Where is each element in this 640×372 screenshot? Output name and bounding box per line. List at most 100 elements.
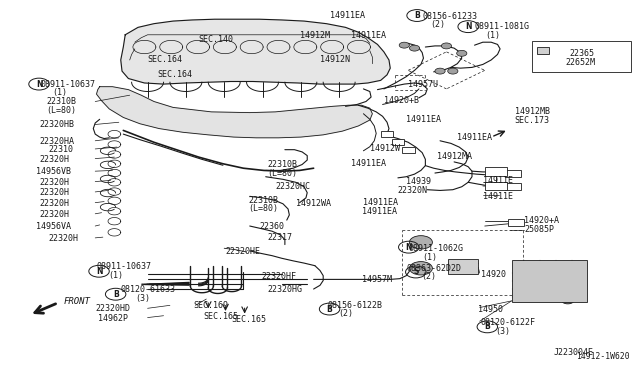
Text: 14912WA: 14912WA: [296, 199, 331, 208]
Bar: [381, 131, 394, 137]
Text: (2): (2): [338, 310, 353, 318]
Bar: [532, 41, 631, 72]
Text: B: B: [326, 305, 332, 314]
Text: 22320H: 22320H: [39, 155, 69, 164]
Text: (3): (3): [495, 327, 511, 336]
Text: 22360: 22360: [259, 222, 284, 231]
Text: (1): (1): [422, 253, 437, 262]
Circle shape: [410, 45, 420, 51]
Bar: [505, 183, 521, 190]
Text: 22310B: 22310B: [248, 196, 278, 205]
Text: 14957M: 14957M: [362, 275, 392, 284]
Text: SEC.164: SEC.164: [157, 70, 192, 79]
Text: (1): (1): [108, 271, 123, 280]
Text: 22320H: 22320H: [39, 188, 69, 197]
Circle shape: [457, 50, 467, 56]
Text: 22320H: 22320H: [49, 234, 79, 243]
Text: 14911EA: 14911EA: [362, 208, 397, 217]
Bar: [484, 167, 507, 176]
Text: (2): (2): [430, 20, 445, 29]
Text: 08911-10637: 08911-10637: [41, 80, 96, 89]
Circle shape: [399, 42, 410, 48]
Text: 14950: 14950: [478, 305, 504, 314]
Text: 22320H: 22320H: [39, 199, 69, 208]
Text: SEC.165: SEC.165: [232, 315, 267, 324]
Text: 08911-10637: 08911-10637: [97, 262, 152, 271]
Text: 08120-6122F: 08120-6122F: [481, 318, 536, 327]
Text: (L=80): (L=80): [47, 106, 77, 115]
Text: 08156-6122B: 08156-6122B: [328, 301, 383, 310]
Text: B: B: [414, 11, 420, 20]
Text: 14911E: 14911E: [483, 176, 513, 185]
Bar: [505, 170, 521, 177]
Polygon shape: [97, 87, 372, 138]
Text: FRONT: FRONT: [63, 297, 90, 306]
Text: 22310B: 22310B: [268, 160, 298, 169]
Bar: [448, 259, 478, 274]
Text: 14911EA: 14911EA: [406, 115, 441, 124]
Text: 14912M: 14912M: [300, 31, 330, 41]
Text: 08120-61633: 08120-61633: [121, 285, 176, 294]
Text: 22320HD: 22320HD: [95, 304, 130, 313]
Text: 14920+A: 14920+A: [524, 216, 559, 225]
Text: 22320HE: 22320HE: [225, 247, 260, 256]
Circle shape: [410, 262, 433, 275]
Circle shape: [561, 296, 574, 304]
Text: 14920+B: 14920+B: [384, 96, 419, 105]
Text: B: B: [113, 290, 118, 299]
Text: 25085P: 25085P: [524, 225, 554, 234]
Text: 22310: 22310: [49, 145, 74, 154]
Text: 14939: 14939: [406, 177, 431, 186]
Text: 08911-1081G: 08911-1081G: [474, 22, 529, 31]
Text: 14911EA: 14911EA: [364, 198, 399, 207]
Circle shape: [410, 235, 433, 249]
Text: (1): (1): [484, 31, 500, 40]
Text: 14911EA: 14911EA: [458, 132, 492, 142]
Text: SEC.165: SEC.165: [204, 312, 239, 321]
Text: 22320HA: 22320HA: [39, 137, 74, 146]
Text: 14912N: 14912N: [320, 55, 350, 64]
Text: B: B: [484, 322, 490, 331]
Text: N: N: [36, 80, 42, 89]
Text: SEC.173: SEC.173: [515, 116, 550, 125]
Text: 14957U: 14957U: [408, 80, 438, 89]
Text: 14956VB: 14956VB: [36, 167, 71, 176]
Polygon shape: [121, 19, 390, 84]
Bar: [508, 219, 524, 226]
Text: (L=80): (L=80): [268, 169, 298, 177]
Text: (1): (1): [52, 88, 67, 97]
Text: 22320HF: 22320HF: [261, 272, 296, 281]
Bar: [511, 260, 587, 302]
Text: (2): (2): [421, 272, 436, 281]
Circle shape: [442, 43, 452, 49]
Text: 14912MB: 14912MB: [515, 108, 550, 116]
Text: SEC.169: SEC.169: [193, 301, 228, 310]
Text: N: N: [406, 243, 412, 251]
Text: S: S: [413, 267, 419, 276]
Text: 14956VA: 14956VA: [36, 222, 71, 231]
Text: SEC.140: SEC.140: [198, 35, 234, 44]
Text: 22652M: 22652M: [566, 58, 596, 67]
Circle shape: [435, 68, 445, 74]
Text: 14911EA: 14911EA: [351, 31, 386, 41]
Text: 14912-1W620: 14912-1W620: [576, 352, 630, 361]
Bar: [484, 182, 507, 190]
Text: 14911EA: 14911EA: [330, 11, 365, 20]
Bar: [537, 47, 548, 54]
Text: 22320N: 22320N: [398, 186, 428, 195]
Text: 14911E: 14911E: [483, 192, 513, 201]
Bar: [402, 147, 415, 153]
Text: 22320HG: 22320HG: [268, 285, 303, 294]
Text: 08156-61233: 08156-61233: [422, 12, 477, 21]
Text: N: N: [96, 267, 102, 276]
Text: 22320H: 22320H: [39, 211, 69, 219]
Text: 22317: 22317: [268, 232, 292, 242]
Text: 22365: 22365: [569, 49, 594, 58]
Text: 22320H: 22320H: [39, 178, 69, 187]
Text: 22310B: 22310B: [47, 97, 77, 106]
Text: 22320HC: 22320HC: [275, 182, 310, 190]
Text: SEC.164: SEC.164: [148, 55, 182, 64]
Text: N: N: [465, 22, 472, 31]
Text: 08911-1062G: 08911-1062G: [408, 244, 463, 253]
Text: 14912MA: 14912MA: [437, 152, 472, 161]
